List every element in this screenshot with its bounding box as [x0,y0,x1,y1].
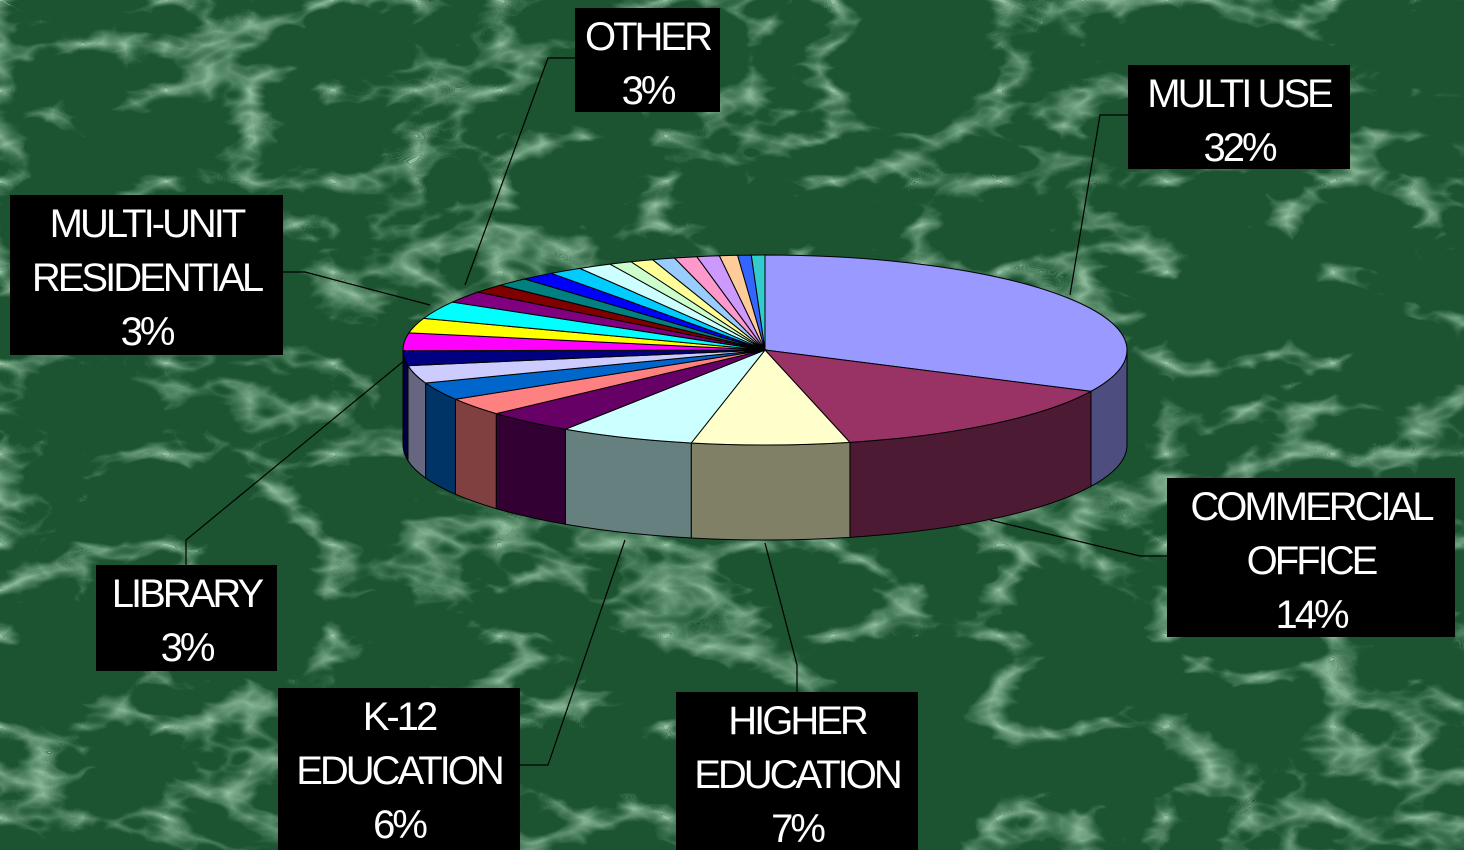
slice-value: 3% [10,305,283,359]
slice-label: OTHER [575,10,720,64]
slice-label: K-12 EDUCATION [278,690,520,798]
slice-label: MULTI USE [1128,67,1350,121]
slice-label: COMMERCIAL OFFICE [1167,480,1455,588]
slice-value: 3% [575,64,720,118]
slice-label: HIGHER EDUCATION [676,694,918,802]
slice-side [403,351,408,461]
slice-value: 6% [278,798,520,852]
slice-value: 7% [676,802,918,856]
slice-side [496,414,565,525]
slice-label: MULTI-UNIT RESIDENTIAL [10,197,283,305]
slice-label: LIBRARY [96,567,277,621]
slice-side [565,429,691,538]
slice-side [455,399,496,508]
slice-value: 3% [96,621,277,675]
slice-value: 32% [1128,121,1350,175]
pie [403,255,1127,540]
slice-side [408,366,426,478]
slice-side [691,442,850,540]
pie-tops [403,255,1127,445]
slice-value: 14% [1167,588,1455,642]
slice-side [426,383,456,494]
